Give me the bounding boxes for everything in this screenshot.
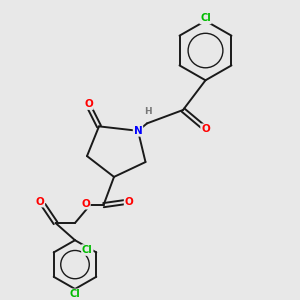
Text: N: N [134,126,142,136]
Text: Cl: Cl [82,245,93,255]
Text: Cl: Cl [200,14,211,23]
Text: O: O [35,196,44,207]
Text: H: H [144,107,152,116]
Text: O: O [81,199,90,209]
Text: O: O [201,124,210,134]
Text: O: O [124,197,134,207]
Text: Cl: Cl [70,289,80,299]
Text: O: O [84,99,93,109]
